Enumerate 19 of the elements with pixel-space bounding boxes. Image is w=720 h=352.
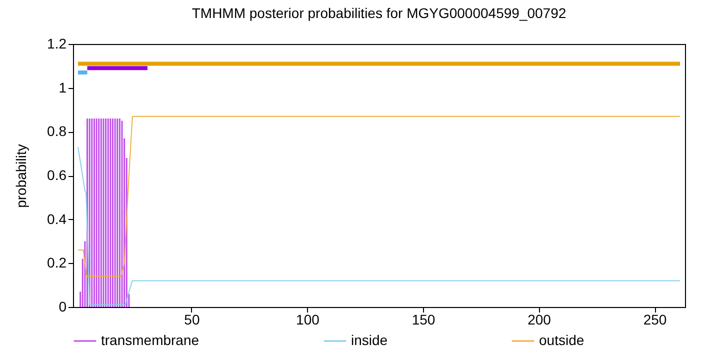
x-tick-label: 150 — [412, 312, 436, 328]
line-series — [78, 146, 680, 306]
y-axis-title: probability — [13, 144, 30, 208]
y-tick-label: 0.8 — [47, 123, 67, 140]
y-tick-label: 0.4 — [47, 210, 67, 227]
x-tick-label: 250 — [643, 312, 667, 328]
legend-label: outside — [539, 332, 584, 348]
line-series — [78, 116, 680, 277]
y-tick-label: 1 — [58, 79, 67, 96]
y-tick-label: 0.6 — [47, 167, 67, 183]
x-tick-label: 200 — [528, 312, 552, 328]
y-tick-label: 0 — [58, 298, 67, 314]
x-tick-label: 100 — [296, 312, 320, 328]
y-tick-label: 0.2 — [47, 254, 67, 271]
y-tick-label: 1.2 — [47, 36, 67, 52]
legend-label: inside — [351, 332, 388, 348]
chart-title: TMHMM posterior probabilities for MGYG000004599_00792 — [192, 5, 566, 21]
x-tick-label: 50 — [184, 312, 200, 328]
legend-label: transmembrane — [101, 332, 200, 348]
